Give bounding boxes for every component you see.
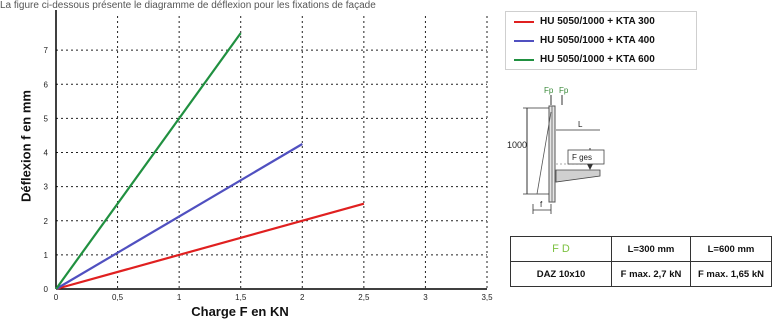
legend-item: HU 5050/1000 + KTA 600 [506,50,696,69]
x-tick-label: 3 [423,293,428,302]
y-tick-label: 7 [44,46,49,55]
chart-series [55,32,365,291]
diagonal-force-line [536,111,552,195]
fges-arrowhead [587,164,593,170]
x-tick-label: 3,5 [481,293,493,302]
y-tick-label: 4 [44,149,49,158]
height-label: 1000 [507,140,527,150]
legend-swatch-kta300 [514,20,534,23]
y-tick-label: 0 [44,285,49,294]
legend-label: HU 5050/1000 + KTA 300 [540,16,655,27]
legend-item: HU 5050/1000 + KTA 400 [506,31,696,50]
x-tick-label: 1 [177,293,182,302]
bracket-diagram: 1000 Fp Fp L F ges f [507,86,605,214]
table-row: DAZ 10x10 F max. 2,7 kN F max. 1,65 kN [510,261,772,287]
load-spec-table: F D L=300 mm L=600 mm DAZ 10x10 F max. 2… [510,236,772,287]
y-tick-label: 5 [44,114,49,123]
fges-label: F ges [572,153,592,162]
y-axis-label: Déflexion f en mm [18,90,34,202]
x-tick-label: 2,5 [358,293,370,302]
x-axis-label: Charge F en KN [191,304,289,319]
x-tick-label: 2 [300,293,305,302]
legend-label: HU 5050/1000 + KTA 400 [540,35,655,46]
x-tick-label: 0,5 [112,293,124,302]
chart-grid [56,16,488,289]
legend-swatch-kta600 [514,58,534,61]
f-label: f [540,200,543,209]
figure-caption: La figure ci-dessous présente le diagram… [0,0,376,11]
fp-label-2: Fp [559,86,569,95]
table-header-l300: L=300 mm [611,236,691,262]
x-tick-label: 1,5 [235,293,247,302]
fges-label-box [567,149,605,165]
legend-label: HU 5050/1000 + KTA 600 [540,54,655,65]
y-tick-label: 3 [44,183,49,192]
table-header-l600: L=600 mm [690,236,772,262]
chart-axes: 0 0,5 1 1,5 2 2,5 3 3,5 0 1 2 3 4 5 6 7 [44,10,493,302]
series-line-1 [55,143,303,290]
l-label: L [578,120,583,129]
table-cell-fmax-300: F max. 2,7 kN [611,261,691,287]
fp-label-1: Fp [544,86,554,95]
chart-legend: HU 5050/1000 + KTA 300 HU 5050/1000 + KT… [505,11,697,70]
legend-item: HU 5050/1000 + KTA 300 [506,12,696,31]
y-tick-label: 2 [44,217,49,226]
table-header-fd: F D [510,236,612,262]
table-cell-product: DAZ 10x10 [510,261,612,287]
y-tick-label: 1 [44,251,49,260]
series-line-2 [55,32,242,290]
table-header-row: F D L=300 mm L=600 mm [510,236,772,262]
table-cell-fmax-600: F max. 1,65 kN [690,261,772,287]
y-tick-label: 6 [44,80,49,89]
x-tick-label: 0 [54,293,59,302]
bracket-arm [555,169,601,183]
series-line-0 [55,202,365,291]
legend-swatch-kta400 [514,39,534,42]
